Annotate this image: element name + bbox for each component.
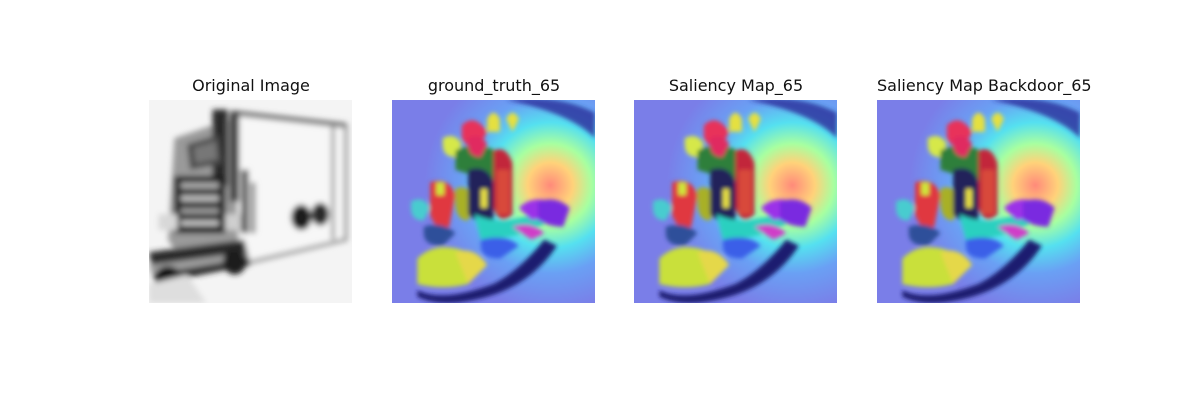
panel-original-image: Original Image <box>149 72 353 303</box>
panel-saliency-map-backdoor: Saliency Map Backdoor_65 <box>877 72 1092 303</box>
original-truck-image <box>149 100 352 303</box>
panel-title: ground_truth_65 <box>427 76 561 95</box>
ground-truth-saliency-image <box>392 100 595 303</box>
saliency-map-backdoor-image <box>877 100 1080 303</box>
saliency-overlay-picture <box>634 100 837 303</box>
panel-title: Original Image <box>192 76 310 95</box>
saliency-map-image <box>634 100 837 303</box>
saliency-overlay-picture <box>392 100 595 303</box>
panel-saliency-map: Saliency Map_65 <box>634 72 838 303</box>
panel-title: Saliency Map_65 <box>668 76 804 95</box>
saliency-overlay-picture <box>877 100 1080 303</box>
truck-grayscale-picture <box>149 100 352 303</box>
panel-ground-truth: ground_truth_65 <box>392 72 596 303</box>
panel-title: Saliency Map Backdoor_65 <box>877 76 1092 95</box>
